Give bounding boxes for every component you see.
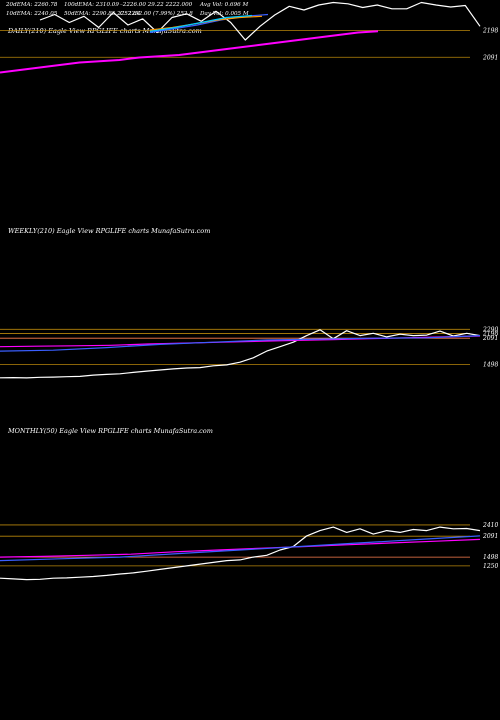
series-line bbox=[0, 538, 481, 558]
header-row2-item: 10dEMA: 2240.05 bbox=[6, 11, 58, 17]
series-line bbox=[0, 535, 481, 562]
series-line bbox=[39, 1, 481, 41]
header-stats: 20dEMA: 2260.78 100dEMA: 2310.09 –2226.0… bbox=[5, 2, 249, 17]
price-level-label: 2091 bbox=[482, 54, 498, 61]
panel-2: 2410 2091 1498 1250 bbox=[0, 522, 498, 581]
header-row1-item: Avg Vol: 0.696 M bbox=[199, 2, 248, 8]
header-row1-item: –2226.00 29.22 2222.000 bbox=[120, 2, 193, 8]
header-row1-item: 100dEMA: 2310.09 bbox=[64, 2, 119, 8]
header-row2-item: 50dEMA: 2290.85 2252.64 bbox=[64, 11, 141, 17]
series-line bbox=[0, 329, 481, 379]
header-row2-item: C: 2252.00 (7.99%) 252.8 bbox=[120, 10, 193, 17]
header-row2-item: Day Vol: 0.005 M bbox=[199, 11, 249, 17]
header-row1-item: 20dEMA: 2260.78 bbox=[5, 2, 58, 8]
price-level-label: 2198 bbox=[482, 330, 498, 337]
panel-0: 2198 2091 bbox=[0, 1, 498, 74]
series-line bbox=[0, 526, 481, 581]
price-level-label: 2290 bbox=[482, 326, 498, 333]
price-level-label: 1498 bbox=[483, 554, 498, 561]
price-level-label: 1498 bbox=[483, 362, 498, 369]
price-level-label: 1250 bbox=[483, 563, 498, 570]
series-line bbox=[0, 30, 379, 74]
daily-chart-title: DAILY(210) Eagle View RPGLIFE charts Mun… bbox=[7, 27, 202, 35]
price-level-label: 2198 bbox=[482, 28, 498, 35]
price-level-label: 2091 bbox=[482, 533, 498, 540]
series-line bbox=[0, 335, 481, 352]
price-level-label: 2410 bbox=[482, 522, 498, 529]
weekly-chart-title: WEEKLY(210) Eagle View RPGLIFE charts Mu… bbox=[8, 227, 210, 235]
price-level-label: 2091 bbox=[482, 335, 498, 342]
monthly-chart-title: MONTHLY(50) Eagle View RPGLIFE charts Mu… bbox=[7, 427, 213, 435]
series-line bbox=[149, 14, 253, 32]
